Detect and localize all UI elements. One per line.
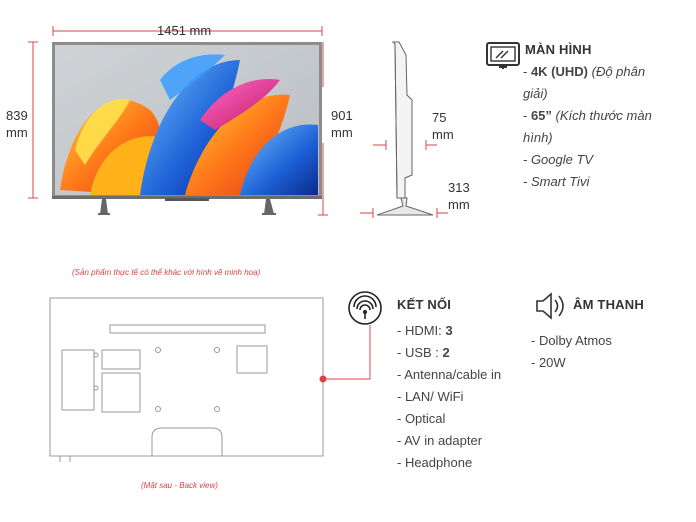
hdmi-line: - HDMI: 3 xyxy=(397,320,501,342)
resolution-prefix: - xyxy=(523,64,531,79)
front-disclaimer-note: (Sản phẩm thực tế có thể khác với hình v… xyxy=(72,268,261,277)
depth-stand-value: 313 xyxy=(448,180,470,195)
connect-spec-list: - HDMI: 3 - USB : 2 - Antenna/cable in -… xyxy=(397,320,501,474)
speaker-icon xyxy=(536,292,564,320)
back-view-note: (Mặt sau - Back view) xyxy=(141,481,218,490)
width-dimension-line xyxy=(52,26,323,36)
sound-item: - Dolby Atmos xyxy=(531,333,612,348)
height-dimension-line-left xyxy=(28,41,38,199)
height-label-right: 901 mm xyxy=(331,107,353,141)
depth-panel-label: 75 mm xyxy=(432,109,454,143)
height-right-unit: mm xyxy=(331,125,353,140)
depth-panel-value: 75 xyxy=(432,110,447,125)
hdmi-value: 3 xyxy=(445,323,453,338)
depth-panel-unit: mm xyxy=(432,127,454,142)
resolution-value: 4K (UHD) xyxy=(530,64,589,79)
height-right-value: 901 xyxy=(331,108,353,123)
usb-value: 2 xyxy=(442,345,450,360)
sound-spec-list: - Dolby Atmos - 20W xyxy=(531,330,612,374)
size-value: 65” xyxy=(530,108,552,123)
connect-item: - Optical xyxy=(397,411,446,426)
tv-front-view xyxy=(52,42,322,215)
screen-spec-list: - 4K (UHD) (Độ phân giải) - 65” (Kích th… xyxy=(523,61,693,193)
screen-spec-title: MÀN HÌNH xyxy=(525,42,592,57)
width-label: 1451 mm xyxy=(157,23,212,38)
depth-stand-unit: mm xyxy=(448,197,470,212)
tv-back-view xyxy=(49,297,371,462)
connect-item: - LAN/ WiFi xyxy=(397,389,464,404)
usb-label: - USB : xyxy=(397,345,443,360)
height-left-unit: mm xyxy=(6,125,28,140)
os-line: - Google TV xyxy=(523,152,594,167)
connect-spec-title: KẾT NỐI xyxy=(397,297,452,312)
size-desc-2: hình) xyxy=(523,130,553,145)
smart-line: - Smart Tivi xyxy=(523,174,590,189)
height-left-value: 839 xyxy=(6,108,28,123)
usb-line: - USB : 2 xyxy=(397,342,501,364)
screen-spec-block: MÀN HÌNH xyxy=(525,42,592,57)
monitor-icon xyxy=(486,42,520,69)
size-desc-1: (Kích thước màn xyxy=(551,108,652,123)
resolution-desc-1: (Độ phân xyxy=(588,64,646,79)
resolution-line: - 4K (UHD) (Độ phân xyxy=(523,61,693,83)
depth-stand-label: 313 mm xyxy=(448,179,470,213)
sound-item: - 20W xyxy=(531,355,566,370)
height-dimension-line-right xyxy=(318,42,328,216)
wireless-signal-icon xyxy=(348,291,382,325)
sound-spec-title: ÂM THANH xyxy=(573,297,644,312)
ports-callout-dot xyxy=(319,375,327,383)
connect-item: - Antenna/cable in xyxy=(397,367,502,382)
size-line: - 65” (Kích thước màn xyxy=(523,105,693,127)
size-prefix: - xyxy=(523,108,531,123)
hdmi-label: - HDMI: xyxy=(397,323,446,338)
tv-side-view xyxy=(360,41,448,218)
height-label-left: 839 mm xyxy=(6,107,28,141)
connect-item: - AV in adapter xyxy=(397,433,483,448)
connect-item: - Headphone xyxy=(397,455,473,470)
resolution-desc-2: giải) xyxy=(523,86,548,101)
